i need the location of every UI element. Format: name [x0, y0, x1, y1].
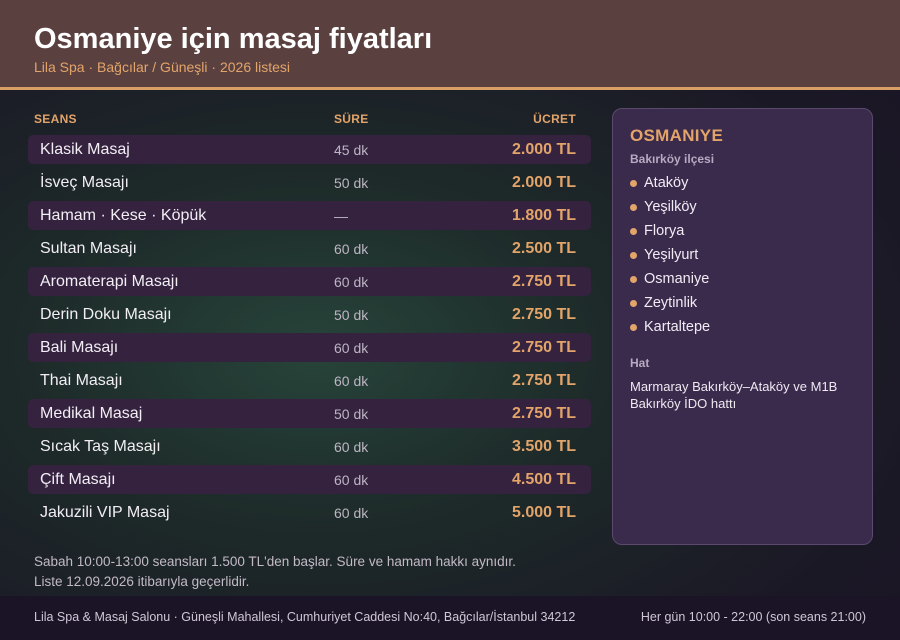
district-item: Florya — [630, 219, 855, 243]
page-footer: Lila Spa & Masaj Salonu · Güneşli Mahall… — [0, 596, 900, 640]
transit-text: Marmaray Bakırköy–Ataköy ve M1B Bakırköy… — [630, 379, 838, 411]
session-duration: 60 dk — [334, 472, 369, 488]
district-name: Yeşilköy — [644, 199, 697, 215]
session-name: Jakuzili VIP Masaj — [40, 504, 170, 521]
session-duration: 60 dk — [334, 373, 369, 389]
table-header: SEANS SÜRE ÜCRET — [28, 108, 591, 132]
footer-address: Lila Spa & Masaj Salonu · Güneşli Mahall… — [34, 610, 576, 624]
session-duration: 45 dk — [334, 142, 369, 158]
session-duration: 50 dk — [334, 406, 369, 422]
session-name: Hamam · Kese · Köpük — [40, 207, 207, 224]
table-row: Medikal Masaj 50 dk 2.750 TL — [28, 397, 591, 430]
notes: Sabah 10:00-13:00 seansları 1.500 TL'den… — [34, 552, 516, 592]
table-row: Thai Masajı 60 dk 2.750 TL — [28, 364, 591, 397]
column-header-ucret: ÜCRET — [533, 112, 576, 126]
note-morning-sessions: Sabah 10:00-13:00 seansları 1.500 TL'den… — [34, 554, 516, 569]
session-duration: 50 dk — [334, 175, 369, 191]
session-price: 4.500 TL — [511, 471, 576, 488]
row-highlight — [28, 201, 591, 230]
session-duration: 50 dk — [334, 307, 369, 323]
session-duration: 60 dk — [334, 505, 369, 521]
bullet-dot-icon — [630, 204, 637, 211]
session-duration: 60 dk — [334, 274, 369, 290]
table-row: Bali Masajı 60 dk 2.750 TL — [28, 331, 591, 364]
session-price: 2.000 TL — [511, 141, 576, 158]
table-row: Derin Doku Masajı 50 dk 2.750 TL — [28, 298, 591, 331]
district-item: Zeytinlik — [630, 291, 855, 315]
district-item: Kartaltepe — [630, 315, 855, 339]
table-row: İsveç Masajı 50 dk 2.000 TL — [28, 166, 591, 199]
transit-title: Hat — [630, 356, 650, 370]
session-duration: 60 dk — [334, 241, 369, 257]
session-duration: 60 dk — [334, 439, 369, 455]
table-row: Hamam · Kese · Köpük — 1.800 TL — [28, 199, 591, 232]
session-name: Bali Masajı — [40, 339, 119, 356]
session-duration: — — [334, 208, 348, 224]
session-price: 1.800 TL — [511, 207, 576, 224]
bullet-dot-icon — [630, 300, 637, 307]
table-row: Klasik Masaj 45 dk 2.000 TL — [28, 133, 591, 166]
district-item: Ataköy — [630, 171, 855, 195]
page-header: Osmaniye için masaj fiyatları Lila Spa ·… — [0, 0, 900, 90]
district-item: Yeşilyurt — [630, 243, 855, 267]
table-body: Klasik Masaj 45 dk 2.000 TL İsveç Masajı 50 … — [28, 133, 591, 529]
bullet-dot-icon — [630, 324, 637, 331]
district-name: Osmaniye — [644, 271, 710, 287]
session-name: İsveç Masajı — [40, 174, 129, 191]
bullet-dot-icon — [630, 252, 637, 259]
table-row: Sultan Masajı 60 dk 2.500 TL — [28, 232, 591, 265]
session-price: 2.750 TL — [511, 306, 576, 323]
district-name: Yeşilyurt — [644, 247, 699, 263]
price-table: SEANS SÜRE ÜCRET Klasik Masaj 45 dk 2.000 … — [28, 108, 591, 529]
district-panel: OSMANIYE Bakırköy ilçesi Ataköy Yeşilköy F… — [612, 108, 873, 545]
session-price: 2.750 TL — [511, 339, 576, 356]
bullet-dot-icon — [630, 180, 637, 187]
district-name: Ataköy — [644, 175, 689, 191]
session-duration: 60 dk — [334, 340, 369, 356]
session-price: 2.750 TL — [511, 273, 576, 290]
panel-subtitle: Bakırköy ilçesi — [630, 152, 715, 166]
session-name: Medikal Masaj — [40, 405, 143, 422]
page-title: Osmaniye için masaj fiyatları — [34, 23, 433, 55]
session-name: Sıcak Taş Masajı — [40, 438, 161, 455]
panel-title: OSMANIYE — [630, 126, 724, 145]
table-row: Jakuzili VIP Masaj 60 dk 5.000 TL — [28, 496, 591, 529]
district-name: Kartaltepe — [644, 319, 711, 335]
row-highlight — [28, 135, 591, 164]
session-price: 2.000 TL — [511, 174, 576, 191]
session-name: Sultan Masajı — [40, 240, 137, 257]
column-header-seans: SEANS — [34, 112, 77, 126]
session-name: Thai Masajı — [40, 372, 123, 389]
session-price: 2.750 TL — [511, 372, 576, 389]
column-header-sure: SÜRE — [334, 112, 369, 126]
table-row: Aromaterapi Masajı 60 dk 2.750 TL — [28, 265, 591, 298]
district-item: Osmaniye — [630, 267, 855, 291]
table-row: Çift Masajı 60 dk 4.500 TL — [28, 463, 591, 496]
footer-hours: Her gün 10:00 - 22:00 (son seans 21:00) — [640, 610, 866, 624]
bullet-dot-icon — [630, 276, 637, 283]
district-name: Zeytinlik — [644, 295, 698, 311]
session-name: Derin Doku Masajı — [40, 306, 172, 323]
session-name: Aromaterapi Masajı — [40, 273, 179, 290]
note-validity: Liste 12.09.2026 itibarıyla geçerlidir. — [34, 574, 250, 589]
table-row: Sıcak Taş Masajı 60 dk 3.500 TL — [28, 430, 591, 463]
session-name: Çift Masajı — [40, 471, 116, 488]
session-price: 3.500 TL — [511, 438, 576, 455]
row-highlight — [28, 333, 591, 362]
row-highlight — [28, 267, 591, 296]
session-price: 5.000 TL — [511, 504, 576, 521]
row-highlight — [28, 465, 591, 494]
bullet-dot-icon — [630, 228, 637, 235]
district-list: Ataköy Yeşilköy Florya Yeşilyurt Osmaniye Zey… — [630, 171, 855, 339]
district-name: Florya — [644, 223, 685, 239]
row-highlight — [28, 399, 591, 428]
session-price: 2.750 TL — [511, 405, 576, 422]
page-subtitle: Lila Spa · Bağcılar / Güneşli · 2026 lis… — [34, 59, 291, 75]
session-price: 2.500 TL — [511, 240, 576, 257]
district-item: Yeşilköy — [630, 195, 855, 219]
session-name: Klasik Masaj — [40, 141, 130, 158]
